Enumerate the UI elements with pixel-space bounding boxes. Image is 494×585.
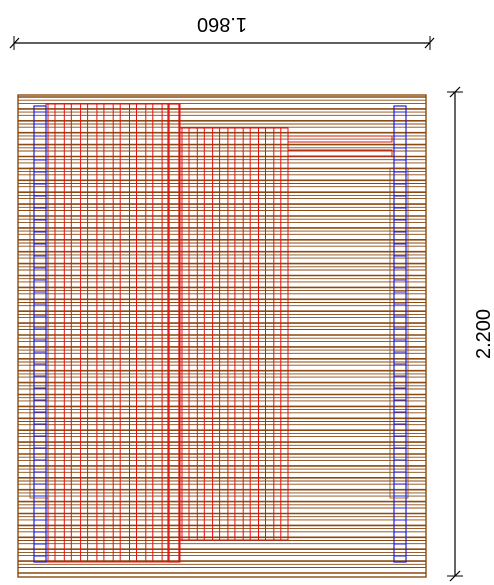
- height-dimension: 2.200: [447, 86, 494, 582]
- rail: [393, 105, 407, 563]
- deck-planks: [18, 96, 426, 574]
- beam: [287, 135, 393, 143]
- rail: [33, 105, 47, 563]
- deck-outline: [17, 94, 427, 578]
- beam: [287, 149, 393, 157]
- width-dimension-label: 1.860: [197, 13, 247, 35]
- blue-rails: [29, 105, 409, 563]
- side-bar: [389, 167, 409, 499]
- width-dimension: 1.860: [9, 13, 435, 50]
- side-bar: [29, 167, 49, 499]
- height-dimension-label: 2.200: [473, 309, 494, 359]
- red-substructure: [45, 103, 393, 563]
